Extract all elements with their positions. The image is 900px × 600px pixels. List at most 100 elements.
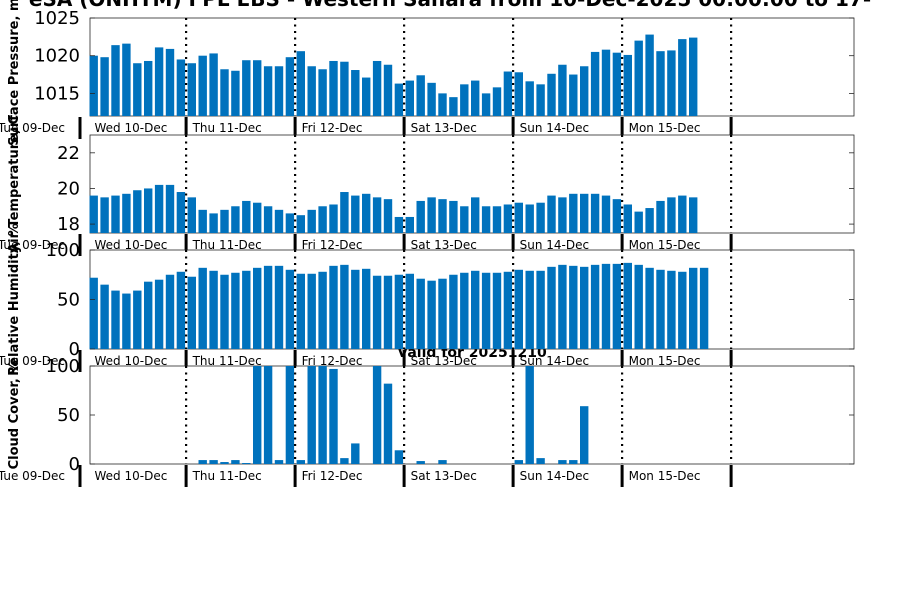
bar (612, 52, 622, 116)
bar (514, 269, 523, 349)
bar (263, 66, 273, 116)
bar (253, 60, 262, 116)
bar (340, 61, 349, 116)
bar (481, 93, 491, 116)
bar (285, 269, 295, 349)
bar (678, 271, 687, 349)
bar (699, 267, 709, 349)
bar (623, 54, 632, 116)
bar (165, 184, 175, 233)
bar (133, 190, 142, 233)
bar (438, 278, 447, 349)
bar (274, 460, 284, 464)
bar (394, 83, 404, 116)
bar (351, 70, 360, 116)
bar (558, 197, 567, 233)
bar (318, 366, 327, 464)
bar (656, 269, 665, 349)
bar (144, 188, 153, 233)
bar (285, 57, 295, 116)
bar (209, 460, 218, 464)
bar (274, 265, 284, 349)
day-label: Fri 12-Dec (302, 469, 363, 483)
day-label: Thu 11-Dec (192, 354, 262, 368)
bar (340, 192, 349, 233)
bar (187, 276, 196, 349)
bar (569, 74, 578, 116)
bar (427, 197, 436, 233)
bar (536, 84, 545, 116)
bar (656, 200, 665, 233)
day-label: Mon 15-Dec (629, 354, 701, 368)
bar (601, 195, 611, 233)
y-axis-label: Surface Pressure, mb (7, 0, 22, 146)
bar (296, 460, 305, 464)
bar (351, 443, 360, 464)
bar (253, 366, 262, 464)
y-axis-label: Cloud Cover, % (7, 361, 22, 470)
bar (372, 60, 382, 116)
day-label: Sun 14-Dec (520, 238, 589, 252)
bar (198, 55, 207, 116)
bar (209, 270, 218, 349)
bar (198, 267, 207, 349)
bar (111, 45, 120, 116)
bar (416, 200, 425, 233)
bar (111, 290, 120, 349)
bar (569, 460, 578, 464)
bar (547, 266, 556, 349)
bar (362, 193, 371, 233)
y-tick-label: 0 (69, 454, 80, 475)
bar (329, 60, 338, 116)
bar (427, 280, 436, 349)
bar (405, 273, 414, 349)
bar (100, 197, 109, 233)
bar (231, 206, 240, 233)
bar (558, 460, 567, 464)
y-tick-label: 22 (57, 143, 80, 164)
bar (503, 71, 513, 116)
bar (285, 366, 295, 464)
bar (525, 366, 534, 464)
bar (329, 368, 338, 464)
bar (634, 40, 643, 117)
bar (154, 279, 164, 349)
bar (525, 204, 534, 233)
bar (383, 199, 393, 233)
bar (362, 77, 371, 116)
bar (263, 366, 273, 464)
bar (242, 270, 251, 349)
day-label: Wed 10-Dec (95, 469, 168, 483)
bar (296, 51, 305, 116)
bar (481, 206, 491, 233)
bar (492, 272, 502, 349)
bar (678, 195, 687, 233)
y-tick-label: 18 (57, 214, 80, 235)
bar (263, 206, 273, 233)
bar (198, 460, 207, 464)
day-label: Mon 15-Dec (629, 469, 701, 483)
bar (689, 37, 698, 116)
y-tick-label: 1015 (34, 83, 80, 104)
bar (536, 458, 545, 464)
bar (383, 64, 393, 116)
bar (220, 209, 229, 233)
day-label: Sun 14-Dec (520, 354, 589, 368)
bar (340, 264, 349, 349)
bar (242, 200, 251, 233)
day-label: Mon 15-Dec (629, 238, 701, 252)
day-label: Thu 11-Dec (192, 121, 262, 135)
bar (678, 39, 687, 116)
bar (558, 264, 567, 349)
bar (198, 209, 207, 233)
bar (89, 55, 98, 116)
bar (667, 270, 676, 349)
bar (231, 272, 240, 349)
bar (285, 213, 295, 233)
day-label: Wed 10-Dec (95, 354, 168, 368)
bar (263, 265, 273, 349)
bar (329, 204, 338, 233)
bar (318, 69, 327, 116)
bar (634, 211, 643, 233)
day-label: Sat 13-Dec (411, 121, 477, 135)
